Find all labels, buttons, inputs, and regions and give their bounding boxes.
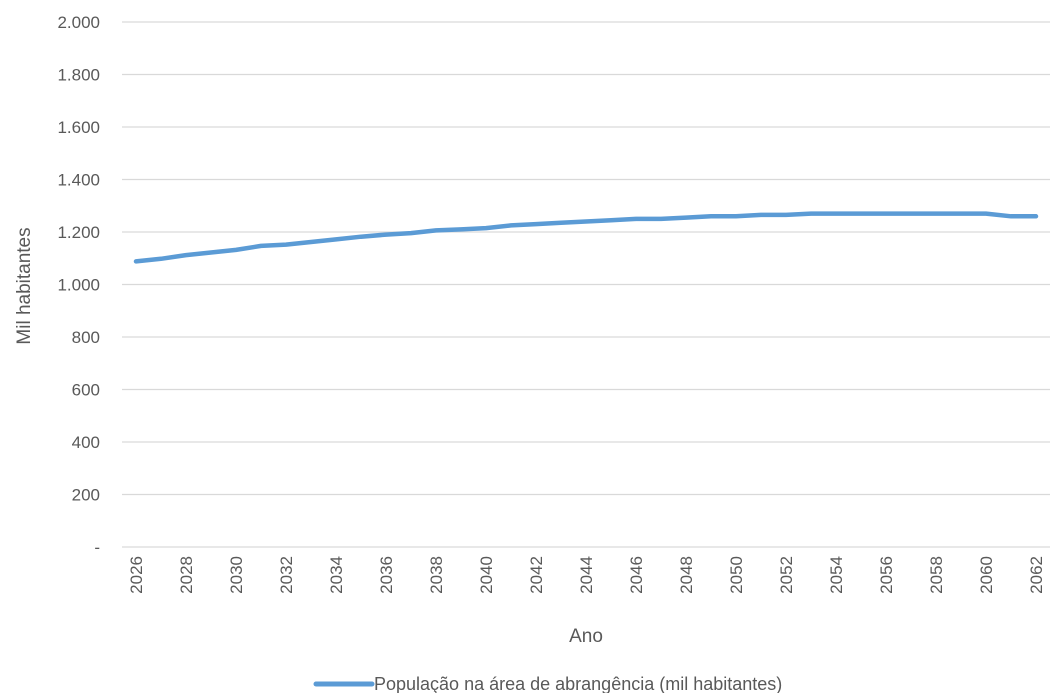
x-axis-tick-labels: 2026 2028 2030 2032 2034 2036 2038 2040 2042 2044… [127,556,1046,594]
x-tick-label: 2034 [327,556,346,594]
x-tick-label: 2052 [777,556,796,594]
x-tick-label: 2058 [927,556,946,594]
x-tick-label: 2026 [127,556,146,594]
x-tick-label: 2050 [727,556,746,594]
y-tick-label: 1.000 [57,276,100,295]
series-lines [133,211,1039,264]
y-tick-label: 200 [72,486,100,505]
legend: População na área de abrangência (mil ha… [313,674,782,693]
y-tick-label: 1.600 [57,118,100,137]
x-tick-label: 2048 [677,556,696,594]
x-tick-label: 2062 [1027,556,1046,594]
y-tick-label: 1.400 [57,171,100,190]
y-tick-label: 1.200 [57,223,100,242]
x-tick-label: 2044 [577,556,596,594]
x-tick-label: 2040 [477,556,496,594]
x-tick-label: 2042 [527,556,546,594]
x-axis-title: Ano [569,626,603,647]
y-axis-title: Mil habitantes [14,227,35,344]
series-line [133,211,1039,264]
x-tick-label: 2056 [877,556,896,594]
x-tick-label: 2038 [427,556,446,594]
x-tick-label: 2036 [377,556,396,594]
y-tick-label: 1.800 [57,66,100,85]
x-tick-label: 2030 [227,556,246,594]
x-tick-label: 2060 [977,556,996,594]
x-tick-label: 2028 [177,556,196,594]
y-tick-label: 800 [72,328,100,347]
y-tick-label: 600 [72,381,100,400]
x-tick-label: 2046 [627,556,646,594]
gridlines [122,21,1050,548]
legend-label: População na área de abrangência (mil ha… [374,674,782,693]
y-axis-tick-labels: - 200 400 600 800 1.000 1.200 1.400 1.600 1.800 2.… [57,13,100,557]
y-tick-label: 2.000 [57,13,100,32]
x-tick-label: 2054 [827,556,846,594]
y-tick-label: 400 [72,433,100,452]
y-tick-label: - [94,538,100,557]
x-tick-label: 2032 [277,556,296,594]
